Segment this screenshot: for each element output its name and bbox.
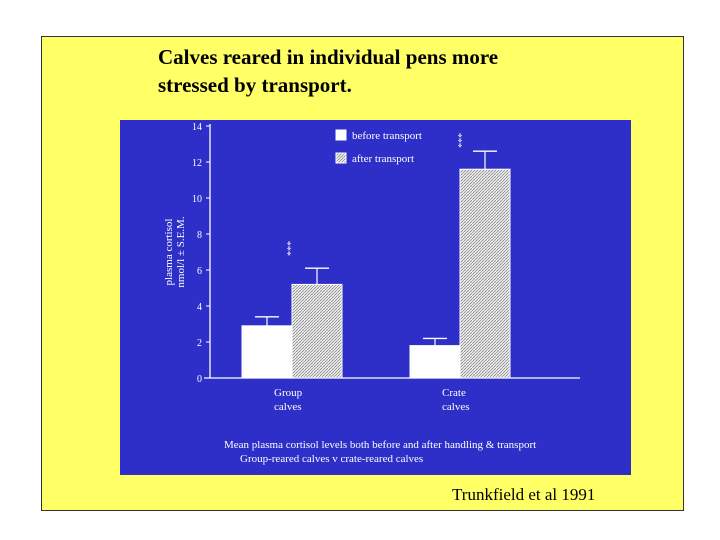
legend-label: before transport: [352, 130, 422, 142]
y-tick-label: 14: [192, 122, 202, 133]
y-tick-label: 2: [197, 338, 202, 349]
y-tick-label: 0: [197, 374, 202, 385]
y-tick-label: 4: [197, 302, 202, 313]
chart-caption-line-2: Group-reared calves v crate-reared calve…: [240, 453, 423, 465]
slide-title-line-2: stressed by transport.: [158, 73, 352, 97]
category-label-line-2: calves: [274, 401, 301, 413]
chart-panel: 0 2 4 6 8 10 12 14 plasma cortisol nmol/l ± S.E.M…: [120, 120, 631, 475]
bar-before-transport: [241, 325, 293, 379]
legend-swatch: [335, 152, 347, 164]
category-label-line-1: Group: [274, 387, 303, 399]
slide-title-line-1: Calves reared in individual pens more: [158, 45, 499, 69]
significance-marker: ***: [281, 241, 292, 256]
y-tick-label: 8: [197, 230, 202, 241]
category-label-line-1: Crate: [442, 387, 466, 399]
significance-marker: ***: [452, 133, 463, 148]
legend-label: after transport: [352, 153, 414, 165]
bar-before-transport: [409, 345, 461, 379]
bar-after-transport: [291, 283, 343, 379]
y-tick-label: 10: [192, 194, 202, 205]
cortisol-bar-chart: 0 2 4 6 8 10 12 14 plasma cortisol nmol/l ± S.E.M…: [163, 122, 580, 465]
bar-after-transport: [459, 168, 511, 379]
citation: Trunkfield et al 1991: [452, 485, 596, 504]
legend-swatch: [335, 129, 347, 141]
chart-caption-line-1: Mean plasma cortisol levels both before …: [224, 439, 536, 451]
category-label-line-2: calves: [442, 401, 469, 413]
y-tick-label: 12: [192, 158, 202, 169]
y-axis-title-line-1: plasma cortisol: [163, 219, 175, 286]
y-axis-title-line-2: nmol/l ± S.E.M.: [175, 216, 187, 287]
slide-title: Calves reared in individual pens more st…: [158, 43, 638, 99]
slide: Calves reared in individual pens more st…: [41, 36, 684, 511]
y-tick-label: 6: [197, 266, 202, 277]
